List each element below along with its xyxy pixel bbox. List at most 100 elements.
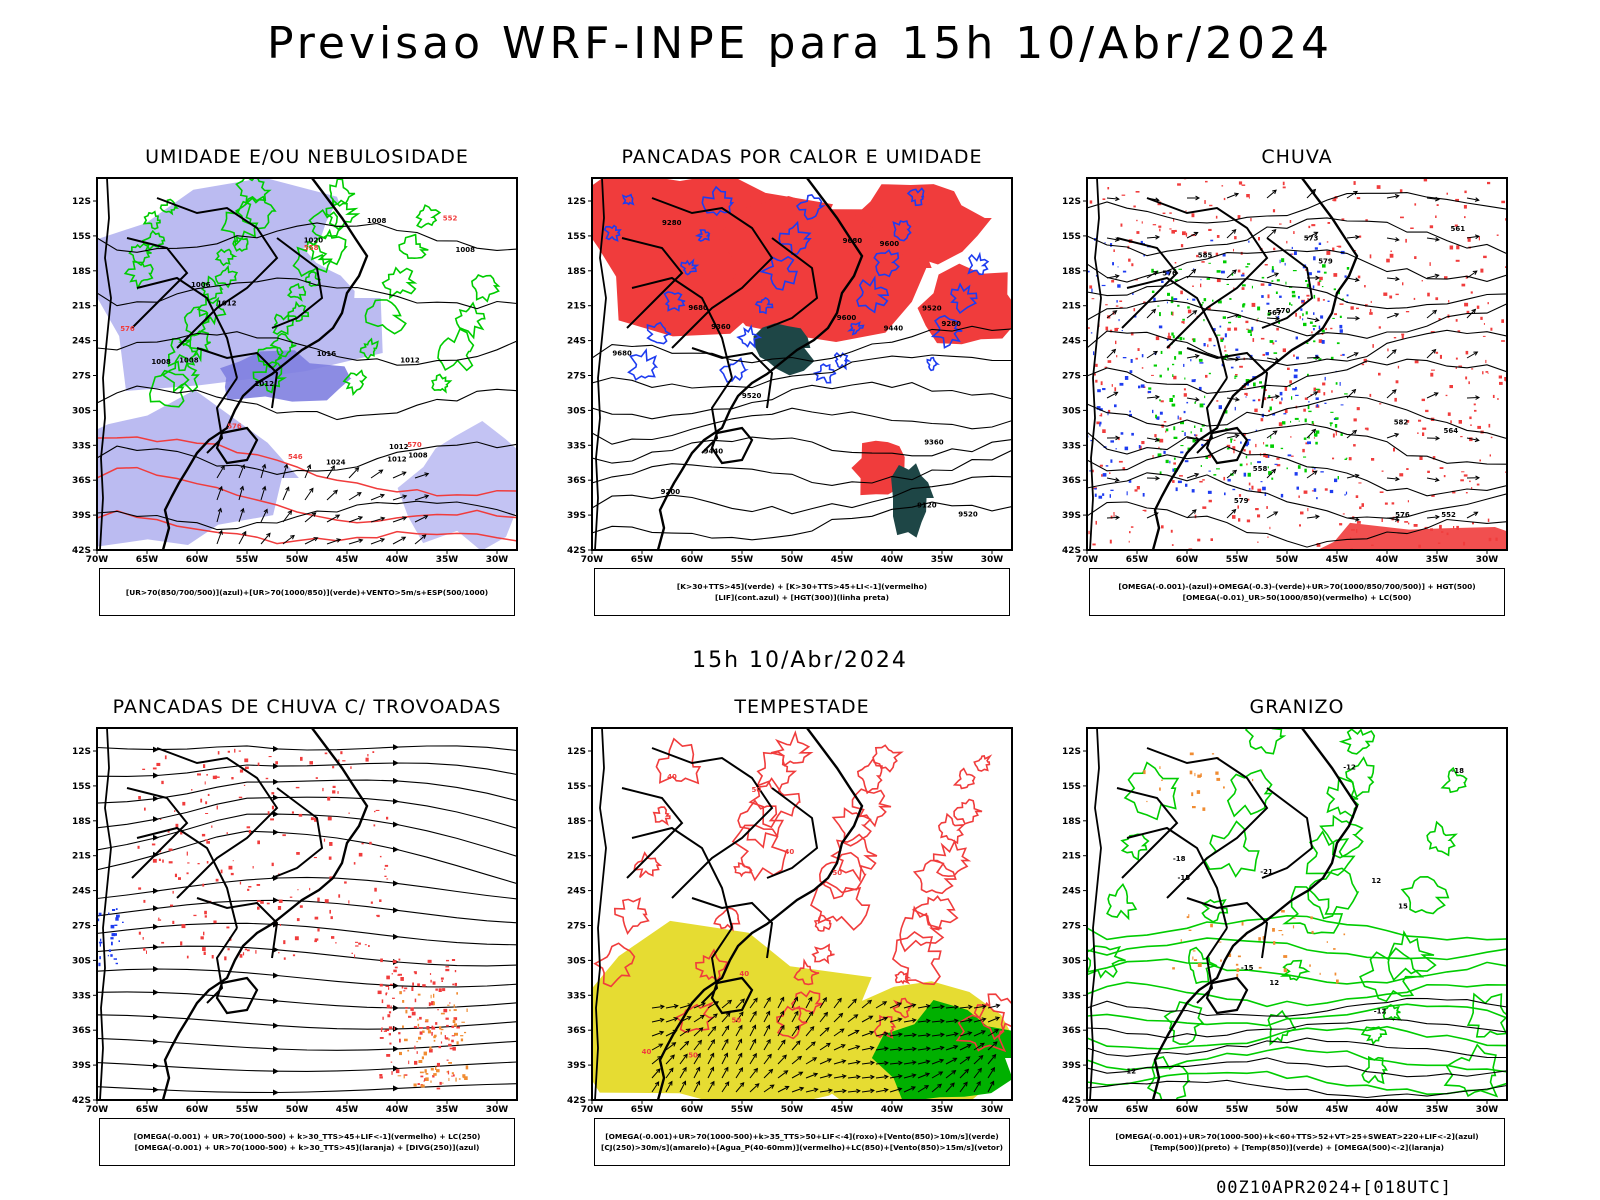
omega-green-pixel	[1267, 312, 1271, 316]
wind-vector	[392, 516, 407, 523]
storm-pixel	[256, 900, 261, 902]
storm-pixel	[403, 1074, 408, 1076]
wind850-vector	[707, 1067, 714, 1079]
omega-blue-pixel	[1315, 397, 1319, 400]
omega-blue-pixel	[1102, 493, 1105, 496]
omega-blue-pixel	[1241, 310, 1243, 312]
storm-orange-pixel	[456, 992, 458, 995]
rain-pixel	[1307, 508, 1309, 512]
wind-vector-head	[380, 516, 386, 522]
wind850-vector	[777, 1086, 789, 1093]
low-level-humidity-contour	[471, 274, 501, 303]
storm-pixel	[424, 1078, 427, 1081]
pacific-coastline	[594, 178, 607, 550]
rain-pixel	[1478, 236, 1480, 241]
lon-label: 40W	[1376, 555, 1399, 565]
rain-pixel	[1284, 409, 1288, 413]
wind850-vector-head	[738, 1067, 744, 1072]
wind-vector	[326, 514, 340, 523]
wind850-vector-head	[710, 1052, 715, 1058]
rain-pixel	[1268, 409, 1271, 412]
omega-green-pixel	[1271, 280, 1274, 282]
storm-pixel	[374, 810, 376, 813]
streamline-vector	[1426, 197, 1439, 200]
wind850-vector	[749, 998, 758, 1009]
storm-pixel	[369, 841, 372, 845]
storm-pixel	[317, 928, 320, 932]
omega-green-pixel	[1303, 437, 1307, 440]
wind850-vector	[833, 1060, 846, 1065]
storm-orange-pixel	[452, 1020, 456, 1023]
wind850-vector-head	[684, 1040, 690, 1046]
storm-pixel	[248, 829, 251, 834]
wind850-vector	[861, 1015, 873, 1023]
wind850-vector	[707, 1013, 718, 1023]
rain-pixel	[1496, 234, 1499, 236]
rain-pixel	[1115, 305, 1119, 307]
storm-pixel	[238, 796, 243, 799]
omega-green-pixel	[1315, 441, 1318, 445]
temp850-contour	[1305, 830, 1356, 877]
streamline-vector-head	[1311, 188, 1317, 194]
storm-pixel	[292, 954, 296, 957]
wind850-vector-head	[926, 1018, 931, 1024]
streamline	[97, 922, 517, 946]
contour-label: 552	[443, 215, 458, 223]
rain-pixel	[1476, 305, 1480, 309]
lat-label: 21S	[1062, 852, 1081, 862]
omega-blue-pixel	[1295, 394, 1299, 396]
streamline-vector-head	[1194, 472, 1200, 478]
wind850-vector	[693, 1053, 701, 1065]
storm-orange-pixel	[399, 1051, 402, 1056]
streamline-vector-head	[1435, 435, 1441, 441]
rain-pixel	[1438, 318, 1441, 321]
wind850-vector-head	[979, 1042, 985, 1048]
temp850-contour	[1163, 1001, 1205, 1045]
rain-pixel	[1158, 225, 1162, 228]
omega-green-pixel	[1313, 294, 1316, 299]
contour-label: 15	[1398, 902, 1408, 910]
storm-pixel	[329, 842, 333, 846]
temp850-contour	[1226, 769, 1273, 818]
storm-pixel	[186, 851, 188, 856]
omega-blue-pixel	[1294, 251, 1297, 255]
rain-pixel	[1435, 351, 1439, 354]
rain-pixel	[1413, 524, 1418, 527]
omega-blue-pixel	[1329, 489, 1334, 494]
contour-label: 576	[1162, 270, 1177, 278]
wind850-vector-head	[911, 1073, 917, 1078]
streamline-vector	[1266, 317, 1280, 320]
omega-green-pixel	[1213, 474, 1217, 476]
lat-label: 24S	[567, 337, 586, 347]
omega-blue-pixel	[1212, 328, 1216, 332]
omega-green-pixel	[1304, 468, 1307, 473]
storm-pixel	[337, 791, 339, 794]
streamline-vector	[1466, 511, 1478, 519]
rain-pixel	[1501, 340, 1505, 342]
rain-pixel	[1361, 363, 1365, 366]
storm-pixel	[338, 894, 341, 898]
precipitable-water-contour	[776, 1005, 808, 1040]
storm-pixel	[294, 936, 299, 941]
hgt500-contour	[1087, 249, 1507, 283]
omega-green-pixel	[1155, 414, 1157, 419]
lon-label: 65W	[1126, 555, 1149, 565]
omega-green-pixel	[1174, 356, 1177, 360]
lon-label: 65W	[631, 555, 654, 565]
wind850-vector-head	[883, 1087, 889, 1093]
storm-pixel	[213, 920, 217, 924]
omega500-pixel	[1192, 956, 1194, 960]
streamline-vector-head	[1114, 237, 1120, 242]
wind850-vector	[889, 1075, 902, 1079]
contour-label: 9280	[662, 219, 682, 227]
temp850-contour	[1426, 820, 1458, 857]
wind-vector-head	[240, 507, 245, 513]
wind850-vector	[889, 1018, 902, 1023]
omega-blue-pixel	[1267, 455, 1270, 458]
omega-blue-pixel	[1193, 379, 1196, 381]
omega-blue-pixel	[1313, 256, 1316, 261]
rain-pixel	[1322, 382, 1326, 386]
rain-pixel	[1333, 197, 1337, 202]
omega-blue-pixel	[1221, 270, 1225, 274]
wind850-vector	[889, 1002, 902, 1009]
